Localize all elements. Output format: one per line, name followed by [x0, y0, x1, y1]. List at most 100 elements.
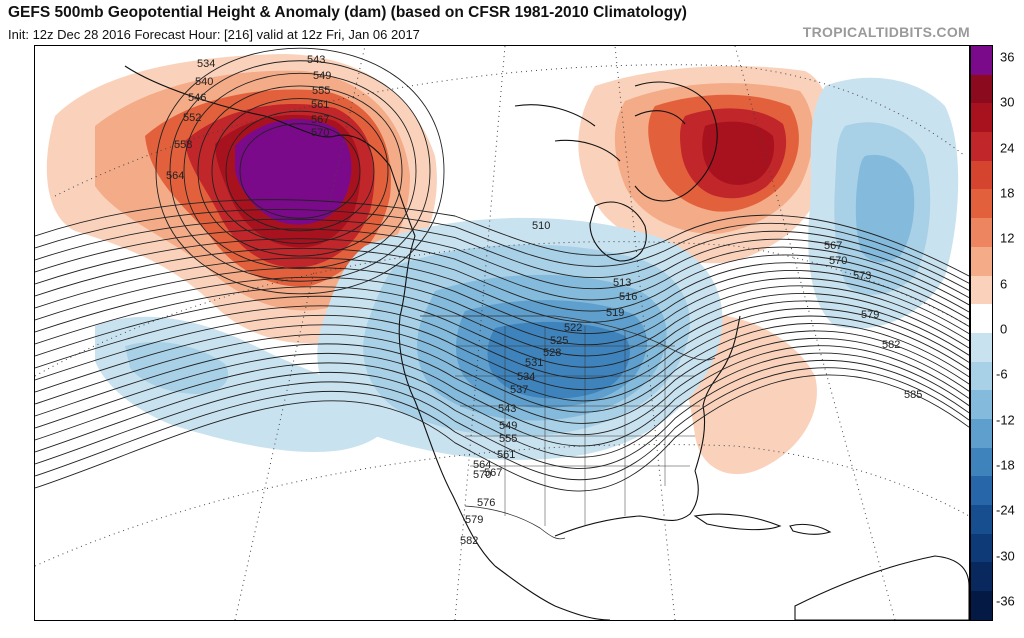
colorbar-segment [971, 390, 992, 419]
alaska-coast [124, 65, 416, 237]
contour-label: 567 [311, 114, 329, 126]
contour-line [35, 209, 969, 284]
colorbar-segment [971, 103, 992, 133]
contour-label: 579 [861, 309, 879, 321]
colorbar-segment [971, 46, 992, 75]
anomaly-shading [46, 54, 959, 475]
contour-line [169, 60, 431, 282]
contour-label: 510 [532, 220, 550, 232]
contour-label: 516 [619, 291, 637, 303]
na-trough-24 [487, 321, 630, 399]
contour-line [197, 85, 403, 257]
colorbar-tick-label: -12 [996, 412, 1015, 428]
us-canada-border [420, 315, 716, 361]
colorbar-segment [971, 562, 992, 592]
contour-label: 543 [498, 403, 516, 415]
contour-label: 570 [473, 469, 491, 481]
chart-title: GEFS 500mb Geopotential Height & Anomaly… [8, 4, 687, 21]
contour-line [35, 267, 969, 334]
contour-line [35, 337, 969, 436]
hudson-bay [589, 201, 647, 262]
contour-line [35, 360, 969, 469]
contour-line [35, 323, 969, 413]
contour-label: 573 [853, 270, 871, 282]
colorbar-tick-label: 24 [1000, 140, 1015, 156]
contour-line [35, 228, 969, 298]
contour-label: 579 [465, 514, 483, 526]
colorbar-tick-label: 18 [1000, 185, 1015, 201]
contour-line [35, 352, 969, 458]
colorbar-tick-label: -24 [996, 502, 1015, 518]
contour-line [35, 315, 969, 402]
brand-watermark: TROPICALTIDBITS.COM [802, 24, 970, 40]
arctic-islands [514, 104, 686, 162]
map-canvas: 5345405465525585645435495555615675705105… [35, 46, 969, 620]
contour-line [35, 238, 969, 306]
map-panel[interactable]: 534 540 546 552 558 564 543 549 555 561 567 570 510 5… [34, 45, 970, 621]
contour-label: 582 [882, 339, 900, 351]
colorbar-segment [971, 132, 992, 161]
contour-line [35, 285, 969, 357]
contour-label: 576 [477, 497, 495, 509]
contour-label: 543 [307, 54, 325, 66]
alaska-ridge-36 [235, 118, 352, 225]
contour-line [35, 330, 969, 424]
colorbar-tick-label: -6 [996, 366, 1008, 382]
hispaniola [789, 523, 832, 535]
colorbar-segment [971, 304, 992, 333]
us-mexico-border [464, 505, 566, 540]
atlantic-trough-12 [855, 154, 915, 263]
colorbar-segment [971, 160, 992, 190]
contour-line [35, 292, 969, 368]
contour-label: 552 [183, 112, 201, 124]
contour-line [225, 110, 375, 232]
contour-label: 564 [166, 170, 184, 182]
colorbar-segment [971, 246, 992, 276]
contour-line [35, 367, 969, 481]
greenland-coast [634, 81, 718, 202]
colorbar-segment [971, 533, 992, 563]
south-america [794, 555, 969, 620]
contour-line [239, 123, 361, 219]
colorbar-tick-label: -30 [996, 548, 1015, 564]
colorbar-segment [971, 361, 992, 391]
colorbar-segment [971, 505, 992, 534]
contour-line [35, 308, 969, 391]
contour-label: 540 [195, 76, 213, 88]
contour-label: 561 [311, 99, 329, 111]
contour-line [35, 300, 969, 379]
contour-labels: 5345405465525585645435495555615675705105… [166, 54, 922, 547]
state-lines [455, 326, 700, 526]
contour-label: 534 [517, 371, 535, 383]
contour-label: 570 [829, 255, 847, 267]
colorbar-segment [971, 218, 992, 247]
contour-line [211, 98, 389, 244]
contour-label: 528 [543, 347, 561, 359]
contour-label: 525 [550, 335, 568, 347]
colorbar-tick-label: -18 [996, 457, 1015, 473]
contour-label: 567 [484, 467, 502, 479]
colorbar-tick-label: 30 [1000, 94, 1015, 110]
colorbar-segment [971, 332, 992, 362]
colorbar-segment [971, 189, 992, 219]
contour-line [35, 218, 969, 291]
contour-label: 537 [510, 384, 528, 396]
contour-label: 582 [460, 535, 478, 547]
gulf-coast [554, 470, 699, 537]
contour-line [35, 276, 969, 346]
contour-label: 558 [174, 139, 192, 151]
contour-line [183, 73, 417, 269]
mexico-coast [494, 565, 611, 620]
greenland-ridge-24 [702, 121, 775, 185]
coastlines [124, 65, 969, 620]
contour-label: 585 [904, 389, 922, 401]
colorbar-tick-label: 12 [1000, 230, 1015, 246]
contour-label: 564 [473, 459, 491, 471]
contour-line [35, 345, 969, 447]
west-coast [398, 235, 496, 567]
cuba [693, 513, 782, 531]
colorbar-tick-label: -36 [996, 593, 1015, 609]
contour-line [35, 199, 969, 277]
anomaly-colorbar [970, 45, 993, 621]
political-borders [420, 315, 716, 540]
